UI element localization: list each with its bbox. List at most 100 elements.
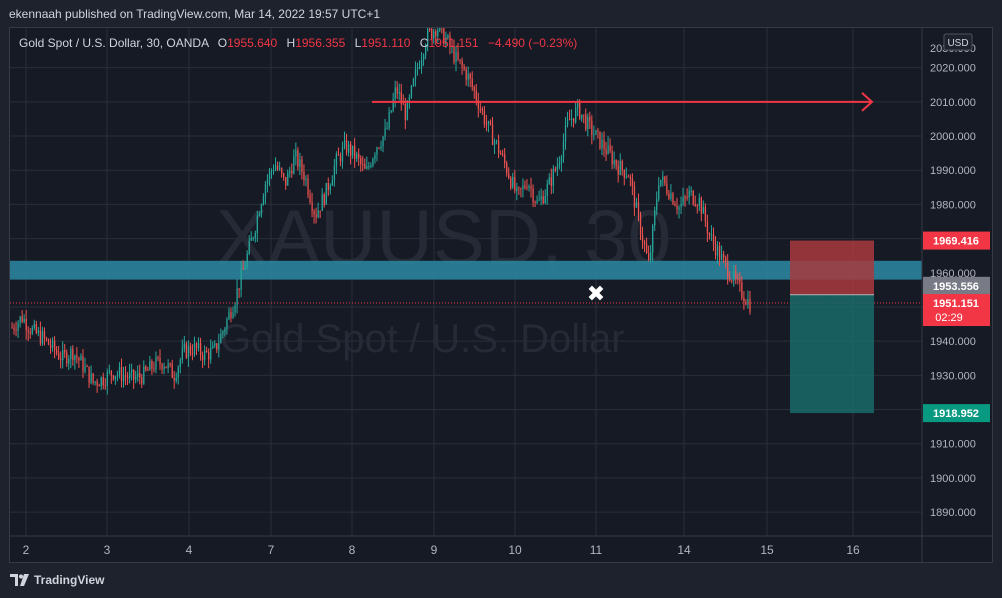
candle-body [427, 28, 429, 47]
candle-body [171, 363, 173, 378]
candle-body [102, 377, 104, 386]
candle-body [331, 179, 334, 186]
price-tick-label: 2020.000 [930, 63, 976, 75]
chart-panel[interactable]: XAUUSD, 30 Gold Spot / U.S. Dollar ✖ 2020.0… [9, 27, 993, 563]
candle-body [749, 298, 751, 312]
candle-body [708, 233, 711, 236]
time-tick-label: 2 [23, 543, 30, 557]
candle-body [731, 280, 733, 282]
candle-body [615, 159, 617, 166]
candle-body [68, 358, 70, 364]
candle-body [579, 101, 581, 119]
candle-body [747, 298, 749, 305]
candle-body [702, 206, 705, 214]
candle-body [402, 103, 404, 105]
last-price-label-bg [923, 294, 990, 327]
tradingview-logo[interactable]: TradingView [10, 573, 104, 587]
support-zone[interactable] [10, 260, 922, 280]
candle-body [585, 114, 587, 130]
candle-body [587, 116, 589, 130]
candle-body [74, 355, 76, 361]
candle-body [380, 146, 382, 148]
candle-body [536, 200, 538, 203]
candle-body [317, 210, 319, 218]
candle-body [242, 269, 244, 271]
candle-body [723, 254, 725, 258]
candle-body [155, 357, 157, 370]
candle-body [648, 253, 650, 261]
candle-body [238, 288, 240, 291]
candle-body [39, 330, 42, 344]
candle-body [37, 330, 40, 333]
candle-body [493, 141, 496, 145]
candle-body [609, 145, 611, 152]
candle-body [611, 151, 613, 165]
candle-body [122, 375, 125, 382]
stop-price-label-bg [923, 231, 990, 250]
candle-body [556, 165, 559, 171]
stop-loss-zone[interactable] [790, 240, 874, 295]
candle-body [281, 168, 283, 174]
candle-body [167, 363, 169, 368]
cross-marker-icon[interactable]: ✖ [587, 282, 605, 307]
candle-body [465, 69, 467, 80]
currency-label: USD [947, 38, 968, 49]
candle-body [17, 322, 19, 331]
candle-body [530, 186, 532, 189]
candle-body [240, 269, 242, 291]
candle-body [266, 179, 269, 184]
candle-body [368, 166, 370, 168]
take-profit-zone[interactable] [790, 294, 874, 414]
candle-body [214, 343, 216, 346]
low-label: L [354, 36, 362, 50]
candle-body [477, 100, 480, 109]
candle-body [607, 145, 609, 154]
publish-header: ekennaah published on TradingView.com, M… [0, 0, 1002, 27]
candle-body [666, 183, 668, 194]
candle-body [680, 203, 682, 208]
candle-body [660, 179, 662, 186]
candle-body [70, 348, 72, 359]
candle-body [613, 159, 615, 165]
candle-body [540, 196, 542, 200]
currency-badge[interactable] [943, 33, 973, 51]
candle-body [508, 173, 510, 179]
candle-body [323, 194, 325, 205]
time-tick-label: 8 [349, 543, 356, 557]
candle-body [639, 213, 642, 236]
candle-body [706, 221, 709, 234]
time-tick-label: 7 [268, 543, 275, 557]
candle-body [362, 163, 364, 165]
symbol-legend: Gold Spot / U.S. Dollar, 30, OANDA O1955… [19, 36, 577, 50]
candle-body [139, 372, 141, 378]
candle-body [378, 147, 380, 149]
candle-body [572, 118, 575, 123]
candle-body [45, 338, 48, 340]
candle-body [629, 176, 632, 179]
resistance-arrow-head[interactable] [861, 92, 874, 112]
candle-body [558, 163, 561, 166]
candle-body [118, 367, 121, 375]
candle-body [208, 352, 210, 360]
candle-body [19, 316, 21, 323]
candle-body [510, 178, 512, 188]
candle-body [352, 145, 354, 156]
candle-body [566, 119, 569, 126]
candle-body [88, 366, 90, 383]
candle-body [49, 344, 52, 348]
candle-body [546, 184, 548, 196]
candle-body [110, 370, 113, 376]
candle-body [347, 144, 350, 153]
candle-body [643, 242, 646, 245]
candle-body [483, 110, 486, 124]
candle-body [143, 366, 145, 384]
candle-body [554, 168, 557, 171]
candle-body [497, 140, 500, 154]
candle-body [398, 92, 400, 94]
symbol-name: Gold Spot / U.S. Dollar, 30, OANDA [19, 36, 209, 50]
candle-body [311, 202, 313, 212]
candle-body [627, 176, 630, 178]
candle-body [27, 330, 29, 332]
candle-body [66, 352, 68, 364]
